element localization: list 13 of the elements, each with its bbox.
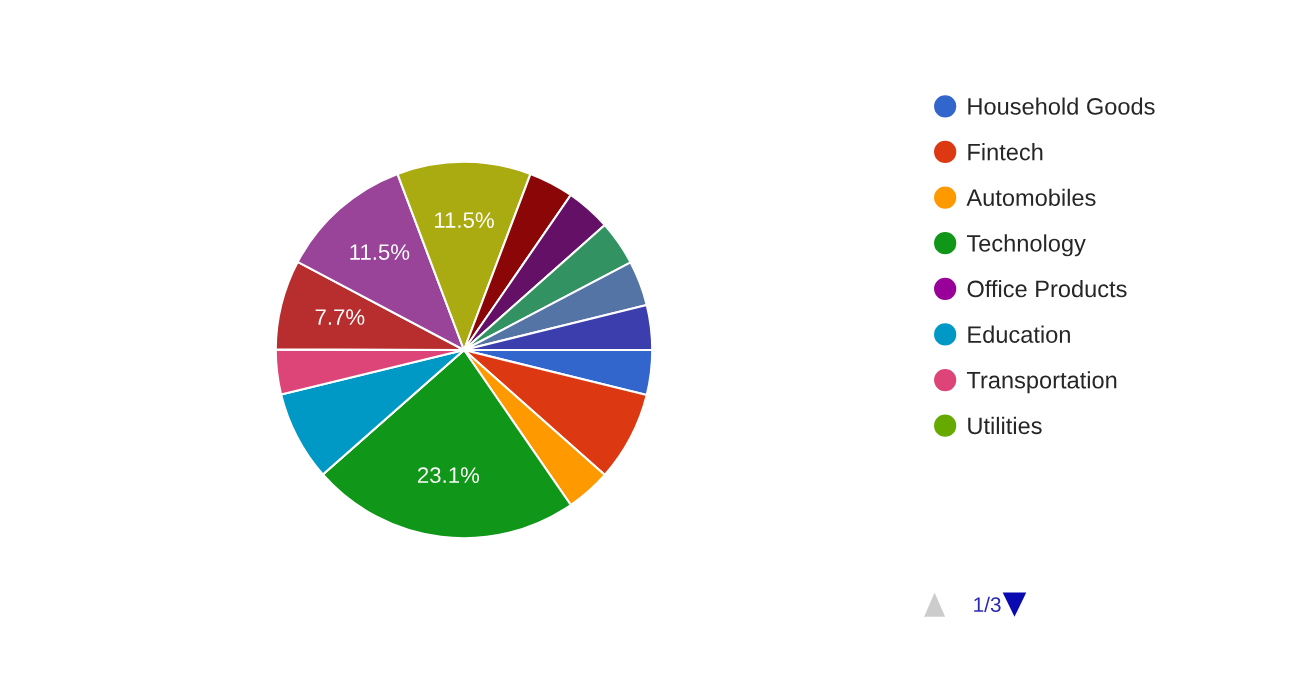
data-label: 23.1%: [417, 467, 480, 484]
legend-label: Automobiles: [966, 188, 1096, 207]
data-label: 11.5%: [435, 212, 494, 228]
legend-label: Household Goods: [968, 97, 1155, 115]
legend-label: Education: [968, 325, 1070, 343]
data-label: 7.7%: [315, 309, 365, 325]
legend-label: Utilities: [968, 416, 1042, 435]
legend-label: Transportation: [966, 371, 1117, 394]
data-label: 11.5%: [350, 244, 410, 260]
legend-label: Technology: [966, 234, 1086, 257]
legend-label: Office Products: [967, 279, 1127, 298]
text: 1/3: [974, 596, 1001, 612]
legend-label: Fintech: [968, 143, 1043, 161]
